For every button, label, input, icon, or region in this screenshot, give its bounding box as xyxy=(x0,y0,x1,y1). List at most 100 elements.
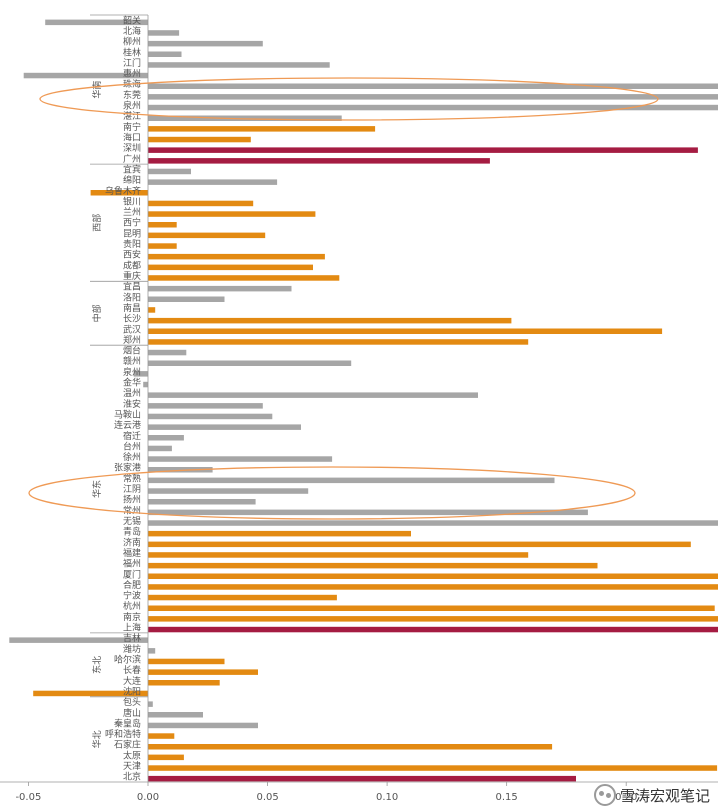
bar xyxy=(148,562,598,569)
bar xyxy=(148,499,256,505)
bar xyxy=(148,520,718,526)
category-label: 南宁 xyxy=(123,121,141,133)
category-label: 郑州 xyxy=(123,334,141,346)
bar xyxy=(148,147,698,153)
bar xyxy=(148,584,718,590)
category-label: 福建 xyxy=(123,547,141,559)
bar xyxy=(148,701,153,707)
category-label: 青岛 xyxy=(123,526,141,538)
category-label: 桂林 xyxy=(123,46,141,58)
bar xyxy=(148,40,263,47)
bar xyxy=(148,467,213,473)
x-tick-label: 0.15 xyxy=(495,792,517,803)
category-label: 银川 xyxy=(123,195,141,207)
bar xyxy=(148,669,258,675)
category-label: 徐州 xyxy=(123,451,141,463)
category-label: 合肥 xyxy=(123,579,141,591)
category-label: 秦皇岛 xyxy=(114,717,141,729)
category-label: 杭州 xyxy=(123,600,141,612)
category-label: 泉州 xyxy=(123,366,141,378)
bar xyxy=(148,296,225,302)
category-label: 唐山 xyxy=(123,707,141,719)
x-tick-label: -0.05 xyxy=(15,792,41,803)
category-label: 江门 xyxy=(123,57,141,69)
bar xyxy=(148,445,172,452)
bar xyxy=(148,328,663,334)
category-label: 天津 xyxy=(123,761,141,772)
category-label: 上海 xyxy=(123,622,141,634)
category-label: 淮安 xyxy=(123,398,141,410)
category-label: 乌鲁木齐 xyxy=(105,185,141,197)
category-label: 成都 xyxy=(123,259,141,271)
bars-layer xyxy=(9,19,718,782)
category-label: 长沙 xyxy=(123,313,141,325)
bar xyxy=(148,136,251,143)
category-label: 金华 xyxy=(123,377,141,389)
category-label: 泉州 xyxy=(123,100,141,112)
category-label: 北海 xyxy=(123,25,141,37)
category-label: 宜昌 xyxy=(123,281,141,293)
bar xyxy=(148,285,292,292)
bar xyxy=(148,541,691,548)
category-label: 太原 xyxy=(123,749,141,761)
bar xyxy=(148,413,273,420)
category-label: 台州 xyxy=(123,440,141,452)
group-label: 东北 xyxy=(91,656,103,674)
category-label: 惠州 xyxy=(123,68,141,80)
category-label: 无锡 xyxy=(123,516,141,527)
category-label: 厦门 xyxy=(123,568,141,580)
category-label: 昆明 xyxy=(123,228,141,239)
category-label: 沈阳 xyxy=(123,686,141,698)
bar xyxy=(33,690,149,697)
group-label: 中部 xyxy=(91,304,103,322)
bar xyxy=(148,243,177,249)
bar xyxy=(148,211,316,217)
bar xyxy=(148,605,715,611)
category-label: 柳州 xyxy=(123,36,141,48)
bar xyxy=(148,530,411,537)
category-label: 常熟 xyxy=(123,472,141,484)
bar xyxy=(148,83,718,89)
group-label: 华东 xyxy=(91,480,103,498)
bar xyxy=(148,51,182,57)
category-label: 南京 xyxy=(123,611,141,623)
bar xyxy=(148,349,187,356)
bar xyxy=(148,733,175,739)
category-label: 兰州 xyxy=(123,206,141,218)
bar xyxy=(148,360,352,366)
category-label: 宿迁 xyxy=(123,430,141,442)
category-label: 连云港 xyxy=(114,419,141,431)
bar xyxy=(148,594,337,601)
category-label: 吉林 xyxy=(123,632,141,644)
bar xyxy=(148,509,588,516)
bar xyxy=(148,424,301,430)
bar xyxy=(148,275,340,281)
bar xyxy=(148,62,330,68)
bar xyxy=(148,435,184,441)
axis-lines xyxy=(0,14,718,783)
bar xyxy=(148,392,478,398)
category-label: 西安 xyxy=(123,249,141,261)
category-label: 赣州 xyxy=(123,355,141,367)
x-tick-label: 0.20 xyxy=(615,792,637,803)
bar xyxy=(148,754,184,761)
category-label: 洛阳 xyxy=(123,291,141,303)
watermark-text: 雪涛宏观笔记 xyxy=(619,786,710,805)
bar xyxy=(148,179,278,185)
category-label: 江阴 xyxy=(123,484,141,495)
category-label: 石家庄 xyxy=(114,739,141,751)
category-label: 扬州 xyxy=(123,494,141,506)
bar xyxy=(148,775,576,782)
bar xyxy=(148,722,258,729)
bar xyxy=(148,126,376,132)
bar xyxy=(148,264,313,271)
category-label: 包头 xyxy=(123,696,141,708)
group-label: 西部 xyxy=(91,214,103,232)
bar xyxy=(148,403,263,409)
category-label: 南昌 xyxy=(123,302,141,314)
category-label: 马鞍山 xyxy=(114,409,141,421)
bar xyxy=(148,552,529,558)
category-label: 常州 xyxy=(123,504,141,516)
category-label: 贵阳 xyxy=(123,238,141,250)
